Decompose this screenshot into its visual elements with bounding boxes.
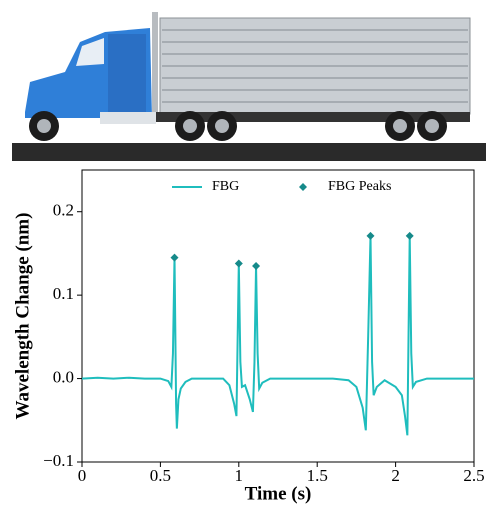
peak-marker <box>234 259 243 268</box>
y-tick-label: 0.1 <box>53 284 74 303</box>
y-axis-label: Wavelength Change (nm) <box>12 213 33 420</box>
y-tick-label: 0.2 <box>53 201 74 220</box>
x-axis-label: Time (s) <box>245 483 312 504</box>
plot-frame <box>81 169 475 463</box>
legend-label: FBG <box>212 179 239 194</box>
x-tick-label: 1 <box>235 466 244 485</box>
peak-marker <box>405 231 414 240</box>
y-tick-label: 0.0 <box>53 367 74 386</box>
legend-swatch <box>299 183 307 191</box>
x-tick-label: 2 <box>391 466 400 485</box>
peak-marker <box>366 231 375 240</box>
x-tick-label: 1.5 <box>307 466 328 485</box>
x-tick-label: 2.5 <box>463 466 484 485</box>
x-tick-label: 0.5 <box>150 466 171 485</box>
x-tick-label: 0 <box>78 466 87 485</box>
y-tick-label: −0.1 <box>43 451 74 470</box>
peak-marker <box>170 253 179 262</box>
legend-label: FBG Peaks <box>328 179 391 194</box>
series-line <box>81 235 474 436</box>
peak-marker <box>252 261 261 270</box>
truck-illustration <box>12 12 486 161</box>
